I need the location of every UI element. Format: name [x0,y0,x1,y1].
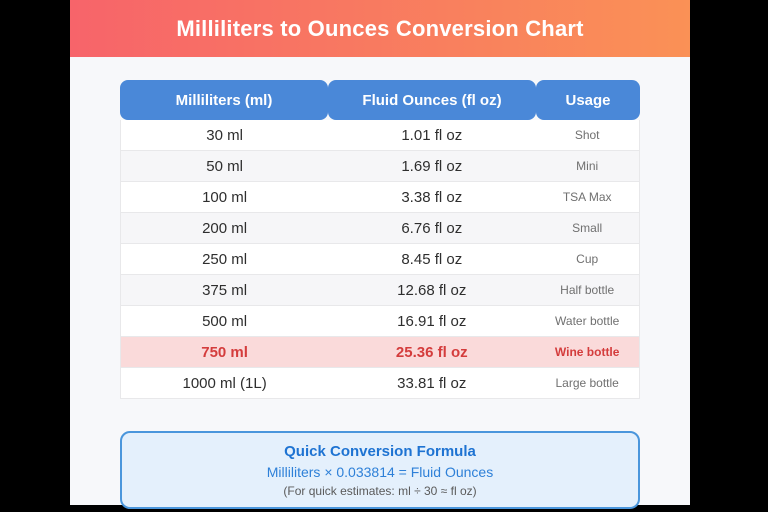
column-header-fluid-ounces: Fluid Ounces (fl oz) [328,80,536,120]
cell-fluid-ounces: 1.69 fl oz [401,157,463,175]
table-row: 1000 ml (1L) 33.81 fl oz Large bottle [121,368,639,399]
cell-milliliters: 100 ml [202,188,248,206]
table-row: 30 ml 1.01 fl oz Shot [121,120,639,151]
formula-note: (For quick estimates: ml ÷ 30 ≈ fl oz) [283,484,477,498]
table-row: 50 ml 1.69 fl oz Mini [121,151,639,182]
table-row: 375 ml 12.68 fl oz Half bottle [121,275,639,306]
table-row: 500 ml 16.91 fl oz Water bottle [121,306,639,337]
cell-usage: Wine bottle [554,345,620,359]
title-banner: Milliliters to Ounces Conversion Chart [70,0,690,57]
page-title: Milliliters to Ounces Conversion Chart [176,15,584,41]
cell-fluid-ounces: 8.45 fl oz [401,250,463,268]
cell-usage: Large bottle [555,376,619,390]
cell-milliliters: 50 ml [206,157,243,175]
cell-milliliters: 30 ml [206,126,243,144]
quick-formula-box: Quick Conversion Formula Milliliters × 0… [120,431,640,509]
cell-milliliters: 1000 ml (1L) [182,374,267,392]
table-row: 200 ml 6.76 fl oz Small [121,213,639,244]
cell-milliliters: 250 ml [202,250,248,268]
cell-milliliters: 375 ml [202,281,248,299]
infographic-content: Milliliters to Ounces Conversion Chart M… [70,0,690,509]
cell-usage: TSA Max [562,190,612,204]
cell-fluid-ounces: 3.38 fl oz [401,188,463,206]
table-body: 30 ml 1.01 fl oz Shot 50 ml 1.69 fl oz M… [120,120,640,399]
cell-usage: Shot [574,128,600,142]
cell-milliliters: 500 ml [202,312,248,330]
table-row: 250 ml 8.45 fl oz Cup [121,244,639,275]
column-header-milliliters: Milliliters (ml) [120,80,328,120]
formula-text: Milliliters × 0.033814 = Fluid Ounces [266,464,494,480]
table-row: 750 ml 25.36 fl oz Wine bottle [121,337,639,368]
cell-usage: Water bottle [555,314,620,328]
cell-milliliters: 200 ml [202,219,248,237]
cell-usage: Mini [576,159,599,173]
formula-title: Quick Conversion Formula [284,443,476,460]
table-header-row: Milliliters (ml) Fluid Ounces (fl oz) Us… [120,80,640,120]
cell-usage: Half bottle [560,283,615,297]
cell-fluid-ounces: 33.81 fl oz [397,374,467,392]
cell-fluid-ounces: 12.68 fl oz [397,281,467,299]
cell-fluid-ounces: 1.01 fl oz [401,126,463,144]
cell-usage: Cup [576,252,599,266]
cell-fluid-ounces: 16.91 fl oz [397,312,467,330]
conversion-table: Milliliters (ml) Fluid Ounces (fl oz) Us… [120,80,640,399]
table-row: 100 ml 3.38 fl oz TSA Max [121,182,639,213]
cell-fluid-ounces: 6.76 fl oz [401,219,463,237]
cell-fluid-ounces: 25.36 fl oz [395,343,468,361]
column-header-usage: Usage [536,80,640,120]
cell-milliliters: 750 ml [201,343,248,361]
cell-usage: Small [572,221,603,235]
